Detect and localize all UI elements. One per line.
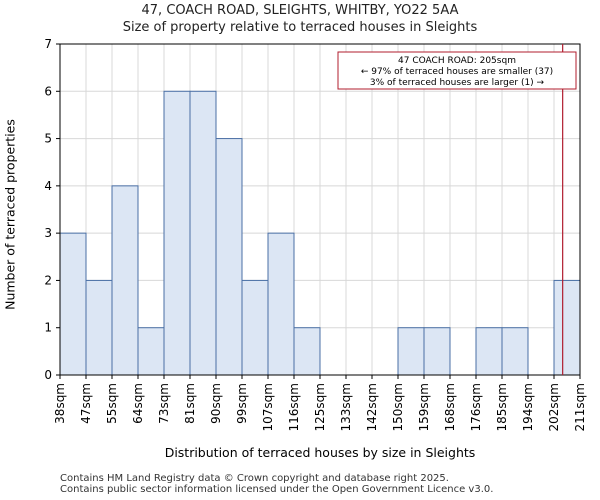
y-tick-label: 3	[44, 226, 52, 240]
x-tick-label: 133sqm	[339, 383, 353, 431]
bar	[293, 327, 321, 376]
x-tick-label: 125sqm	[313, 383, 327, 431]
y-tick-label: 7	[44, 37, 52, 51]
x-tick-label: 47sqm	[79, 383, 93, 424]
chart-subtitle: Size of property relative to terraced ho…	[122, 20, 478, 35]
bar	[397, 327, 425, 376]
x-axis-label: Distribution of terraced houses by size …	[164, 445, 476, 460]
bar	[423, 327, 451, 376]
x-tick-label: 81sqm	[183, 383, 197, 424]
y-tick-label: 1	[44, 321, 52, 335]
y-axis-label: Number of terraced properties	[2, 119, 18, 310]
y-tick-label: 5	[44, 132, 52, 146]
y-tick-label: 0	[44, 368, 52, 382]
x-tick-label: 159sqm	[417, 383, 431, 431]
x-tick-label: 99sqm	[235, 383, 249, 424]
annotation-line: ← 97% of terraced houses are smaller (37…	[361, 67, 553, 77]
bar	[189, 90, 217, 376]
x-tick-label: 176sqm	[469, 383, 483, 431]
annotation-line: 47 COACH ROAD: 205sqm	[398, 56, 516, 66]
x-tick-label: 150sqm	[391, 383, 405, 431]
x-tick-label: 116sqm	[287, 383, 301, 431]
x-tick-label: 107sqm	[261, 383, 275, 431]
annotation-line: 3% of terraced houses are larger (1) →	[370, 78, 545, 88]
x-tick-label: 55sqm	[105, 383, 119, 424]
bar	[59, 232, 87, 376]
x-tick-label: 90sqm	[209, 383, 223, 424]
bar	[267, 232, 295, 376]
footer-line-2: Contains public sector information licen…	[60, 484, 494, 495]
bar	[85, 279, 113, 376]
x-tick-label: 202sqm	[547, 383, 561, 431]
bar	[553, 279, 581, 376]
y-tick-label: 6	[44, 84, 52, 98]
bar	[111, 185, 139, 376]
bar	[475, 327, 503, 376]
y-tick-label: 4	[44, 179, 52, 193]
x-tick-label: 211sqm	[573, 383, 587, 431]
y-tick-label: 2	[44, 273, 52, 287]
bar	[215, 138, 243, 376]
annotation-box	[337, 51, 577, 90]
footer-line-1: Contains HM Land Registry data © Crown c…	[60, 473, 449, 484]
x-tick-label: 168sqm	[443, 383, 457, 431]
x-tick-label: 185sqm	[495, 383, 509, 431]
x-tick-label: 73sqm	[157, 383, 171, 424]
bar	[163, 90, 191, 376]
x-tick-label: 38sqm	[53, 383, 67, 424]
x-tick-label: 142sqm	[365, 383, 379, 431]
x-tick-label: 64sqm	[131, 383, 145, 424]
bar	[501, 327, 529, 376]
bar	[137, 327, 165, 376]
bar	[241, 279, 269, 376]
chart-title: 47, COACH ROAD, SLEIGHTS, WHITBY, YO22 5…	[141, 3, 459, 18]
x-tick-label: 194sqm	[521, 383, 535, 431]
